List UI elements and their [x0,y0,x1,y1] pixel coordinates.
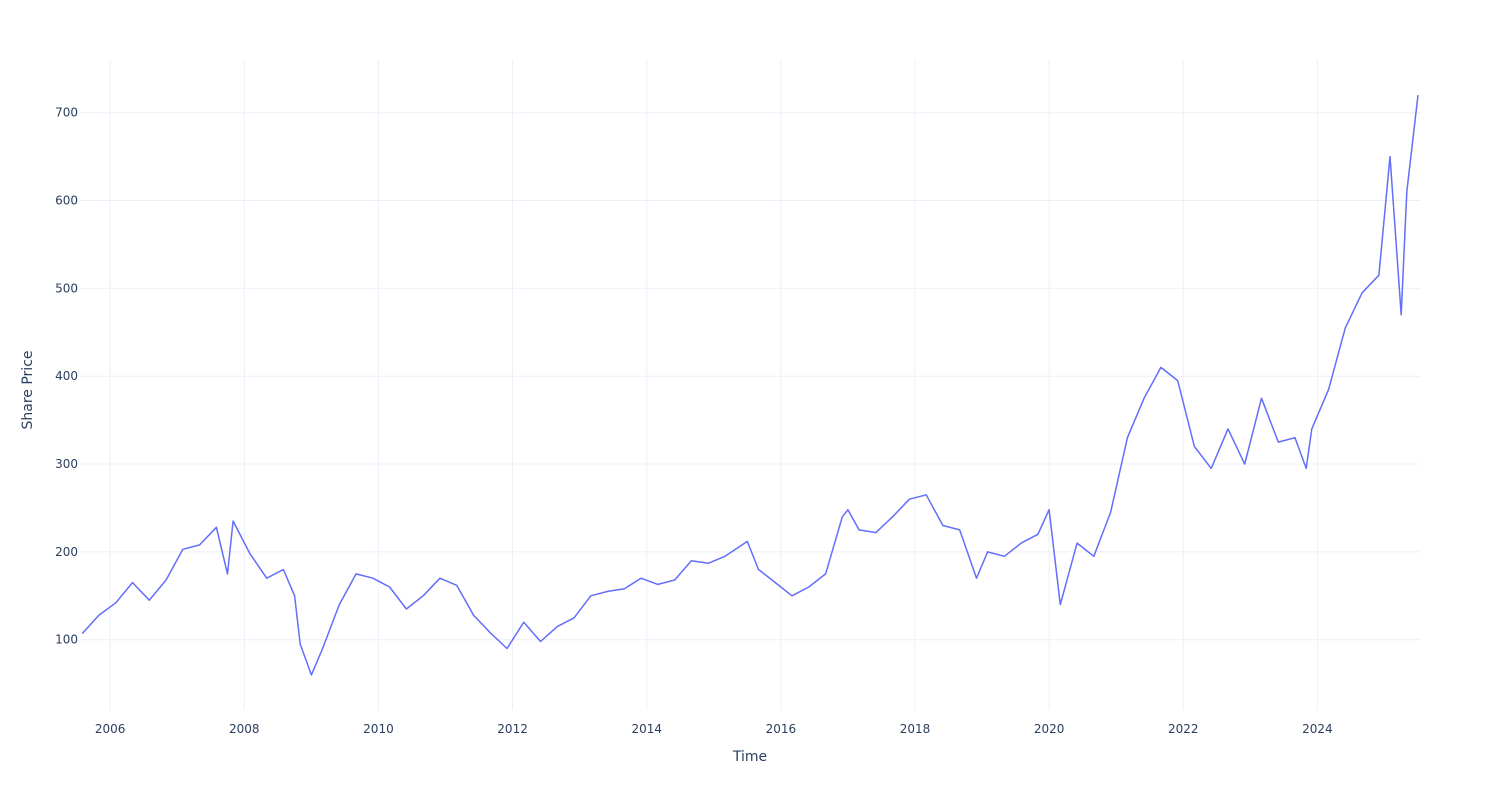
y-tick-label: 200 [55,545,78,559]
x-tick-label: 2014 [631,722,662,736]
x-tick-label: 2010 [363,722,394,736]
y-axis-title: Share Price [20,350,36,429]
x-tick-label: 2020 [1034,722,1065,736]
y-tick-label: 100 [55,633,78,647]
x-axis-title: Time [732,749,767,765]
x-tick-label: 2022 [1168,722,1199,736]
series-layer [81,95,1419,676]
x-tick-label: 2008 [229,722,260,736]
y-tick-label: 300 [55,457,78,471]
y-tick-label: 400 [55,369,78,383]
x-tick-label: 2012 [497,722,528,736]
y-tick-label: 600 [55,194,78,208]
x-tick-label: 2018 [900,722,931,736]
x-tick-label: 2024 [1302,722,1333,736]
share-price-line [81,95,1419,676]
x-tick-label: 2016 [766,722,797,736]
grid-layer [80,60,1420,710]
y-tick-label: 700 [55,106,78,120]
tick-layer: 2006 2008 2010 2012 2014 2016 2018 2020 2022 2024… [55,106,1333,736]
y-tick-label: 500 [55,281,78,295]
x-tick-label: 2006 [95,722,126,736]
